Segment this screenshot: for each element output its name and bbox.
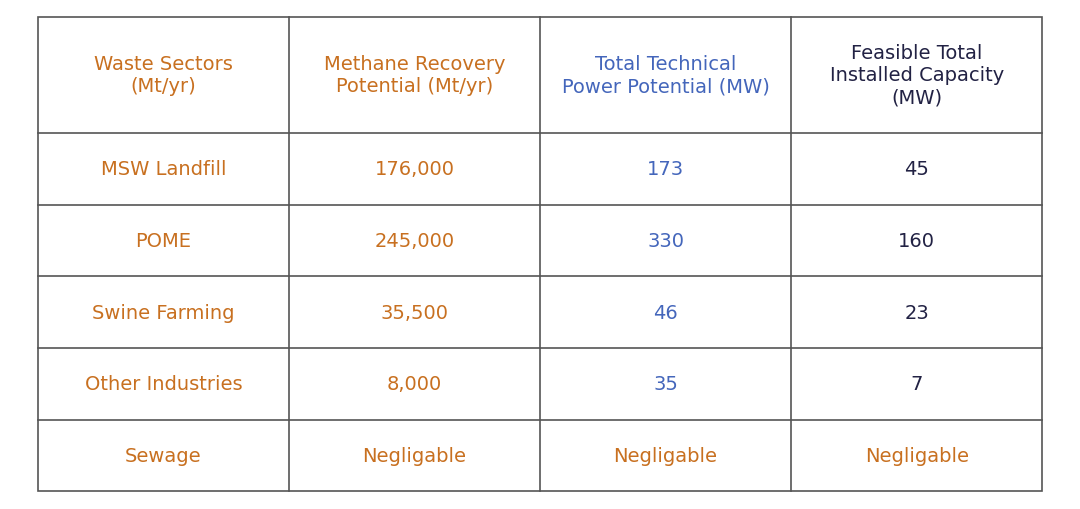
Text: 35,500: 35,500 [380,303,448,322]
Text: 46: 46 [653,303,678,322]
Text: Negligable: Negligable [363,446,467,465]
Text: Negligable: Negligable [613,446,717,465]
Text: Feasible Total
Installed Capacity
(MW): Feasible Total Installed Capacity (MW) [829,44,1003,107]
Text: Waste Sectors
(Mt/yr): Waste Sectors (Mt/yr) [94,55,233,96]
Text: Swine Farming: Swine Farming [92,303,234,322]
Text: 45: 45 [904,160,929,179]
Text: Total Technical
Power Potential (MW): Total Technical Power Potential (MW) [562,55,769,96]
Text: Negligable: Negligable [865,446,969,465]
Text: 330: 330 [647,232,684,250]
Text: POME: POME [135,232,191,250]
Text: Methane Recovery
Potential (Mt/yr): Methane Recovery Potential (Mt/yr) [324,55,505,96]
Text: 176,000: 176,000 [375,160,455,179]
Text: Sewage: Sewage [125,446,202,465]
Text: 173: 173 [647,160,684,179]
Text: 7: 7 [910,375,922,393]
Text: 245,000: 245,000 [375,232,455,250]
Text: 160: 160 [899,232,935,250]
Text: 8,000: 8,000 [387,375,442,393]
Text: 35: 35 [653,375,678,393]
Text: 23: 23 [904,303,929,322]
Text: Other Industries: Other Industries [84,375,242,393]
Text: MSW Landfill: MSW Landfill [100,160,226,179]
